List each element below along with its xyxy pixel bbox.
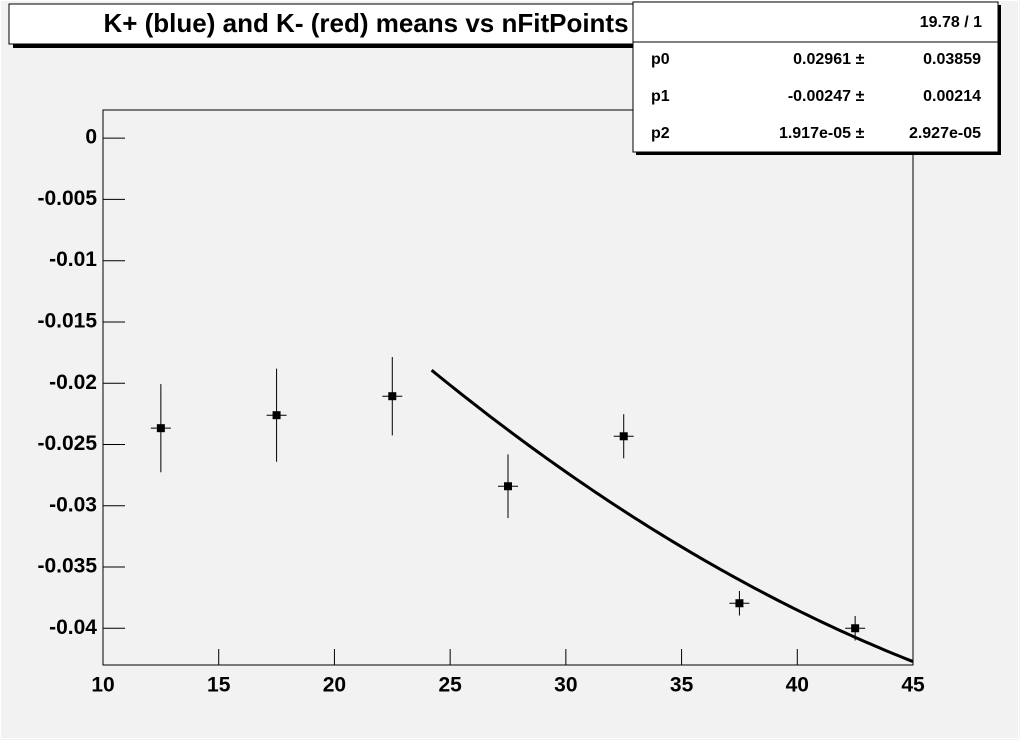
x-tick-label: 20 (323, 674, 346, 697)
x-tick-label: 35 (670, 674, 694, 697)
param-value: 0.02961 (793, 51, 851, 68)
chi2-ndf: 19.78 / 1 (920, 14, 982, 31)
title-box (8, 3, 724, 45)
y-tick-label: -0.01 (49, 248, 97, 271)
x-tick-label: 10 (91, 674, 114, 697)
param-value: 1.917e-05 (779, 125, 851, 142)
y-tick-label: -0.03 (49, 493, 97, 516)
param-value: -0.00247 (788, 88, 851, 105)
param-error: 2.927e-05 (909, 125, 981, 142)
param-error: 0.00214 (923, 88, 981, 105)
y-tick-label: -0.015 (37, 310, 97, 333)
param-error: 0.03859 (923, 51, 981, 68)
x-tick-label: 25 (438, 674, 462, 697)
x-tick-label: 30 (554, 674, 577, 697)
marker (156, 424, 165, 433)
plot-frame (102, 109, 914, 666)
marker (735, 599, 744, 608)
param-name: p2 (651, 125, 670, 142)
param-name: p1 (651, 88, 670, 105)
x-tick-label: 45 (901, 674, 925, 697)
marker (619, 432, 628, 441)
y-tick-label: 0 (85, 126, 97, 149)
plus-minus: ± (856, 88, 865, 105)
y-tick-label: -0.02 (49, 371, 97, 394)
chart-title: K+ (blue) and K- (red) means vs nFitPoin… (103, 8, 628, 38)
marker (272, 411, 281, 420)
x-tick-label: 15 (207, 674, 231, 697)
x-tick-label: 40 (786, 674, 809, 697)
y-tick-label: -0.005 (37, 187, 97, 210)
fit-curve (430, 369, 914, 663)
plus-minus: ± (856, 125, 865, 142)
param-name: p0 (651, 51, 670, 68)
y-tick-label: -0.035 (37, 555, 97, 578)
plus-minus: ± (856, 51, 865, 68)
y-tick-label: -0.04 (49, 616, 97, 639)
stats-box (632, 1, 999, 153)
marker (504, 482, 512, 491)
y-tick-label: -0.025 (37, 432, 97, 455)
marker (388, 392, 397, 401)
marker (851, 624, 860, 633)
